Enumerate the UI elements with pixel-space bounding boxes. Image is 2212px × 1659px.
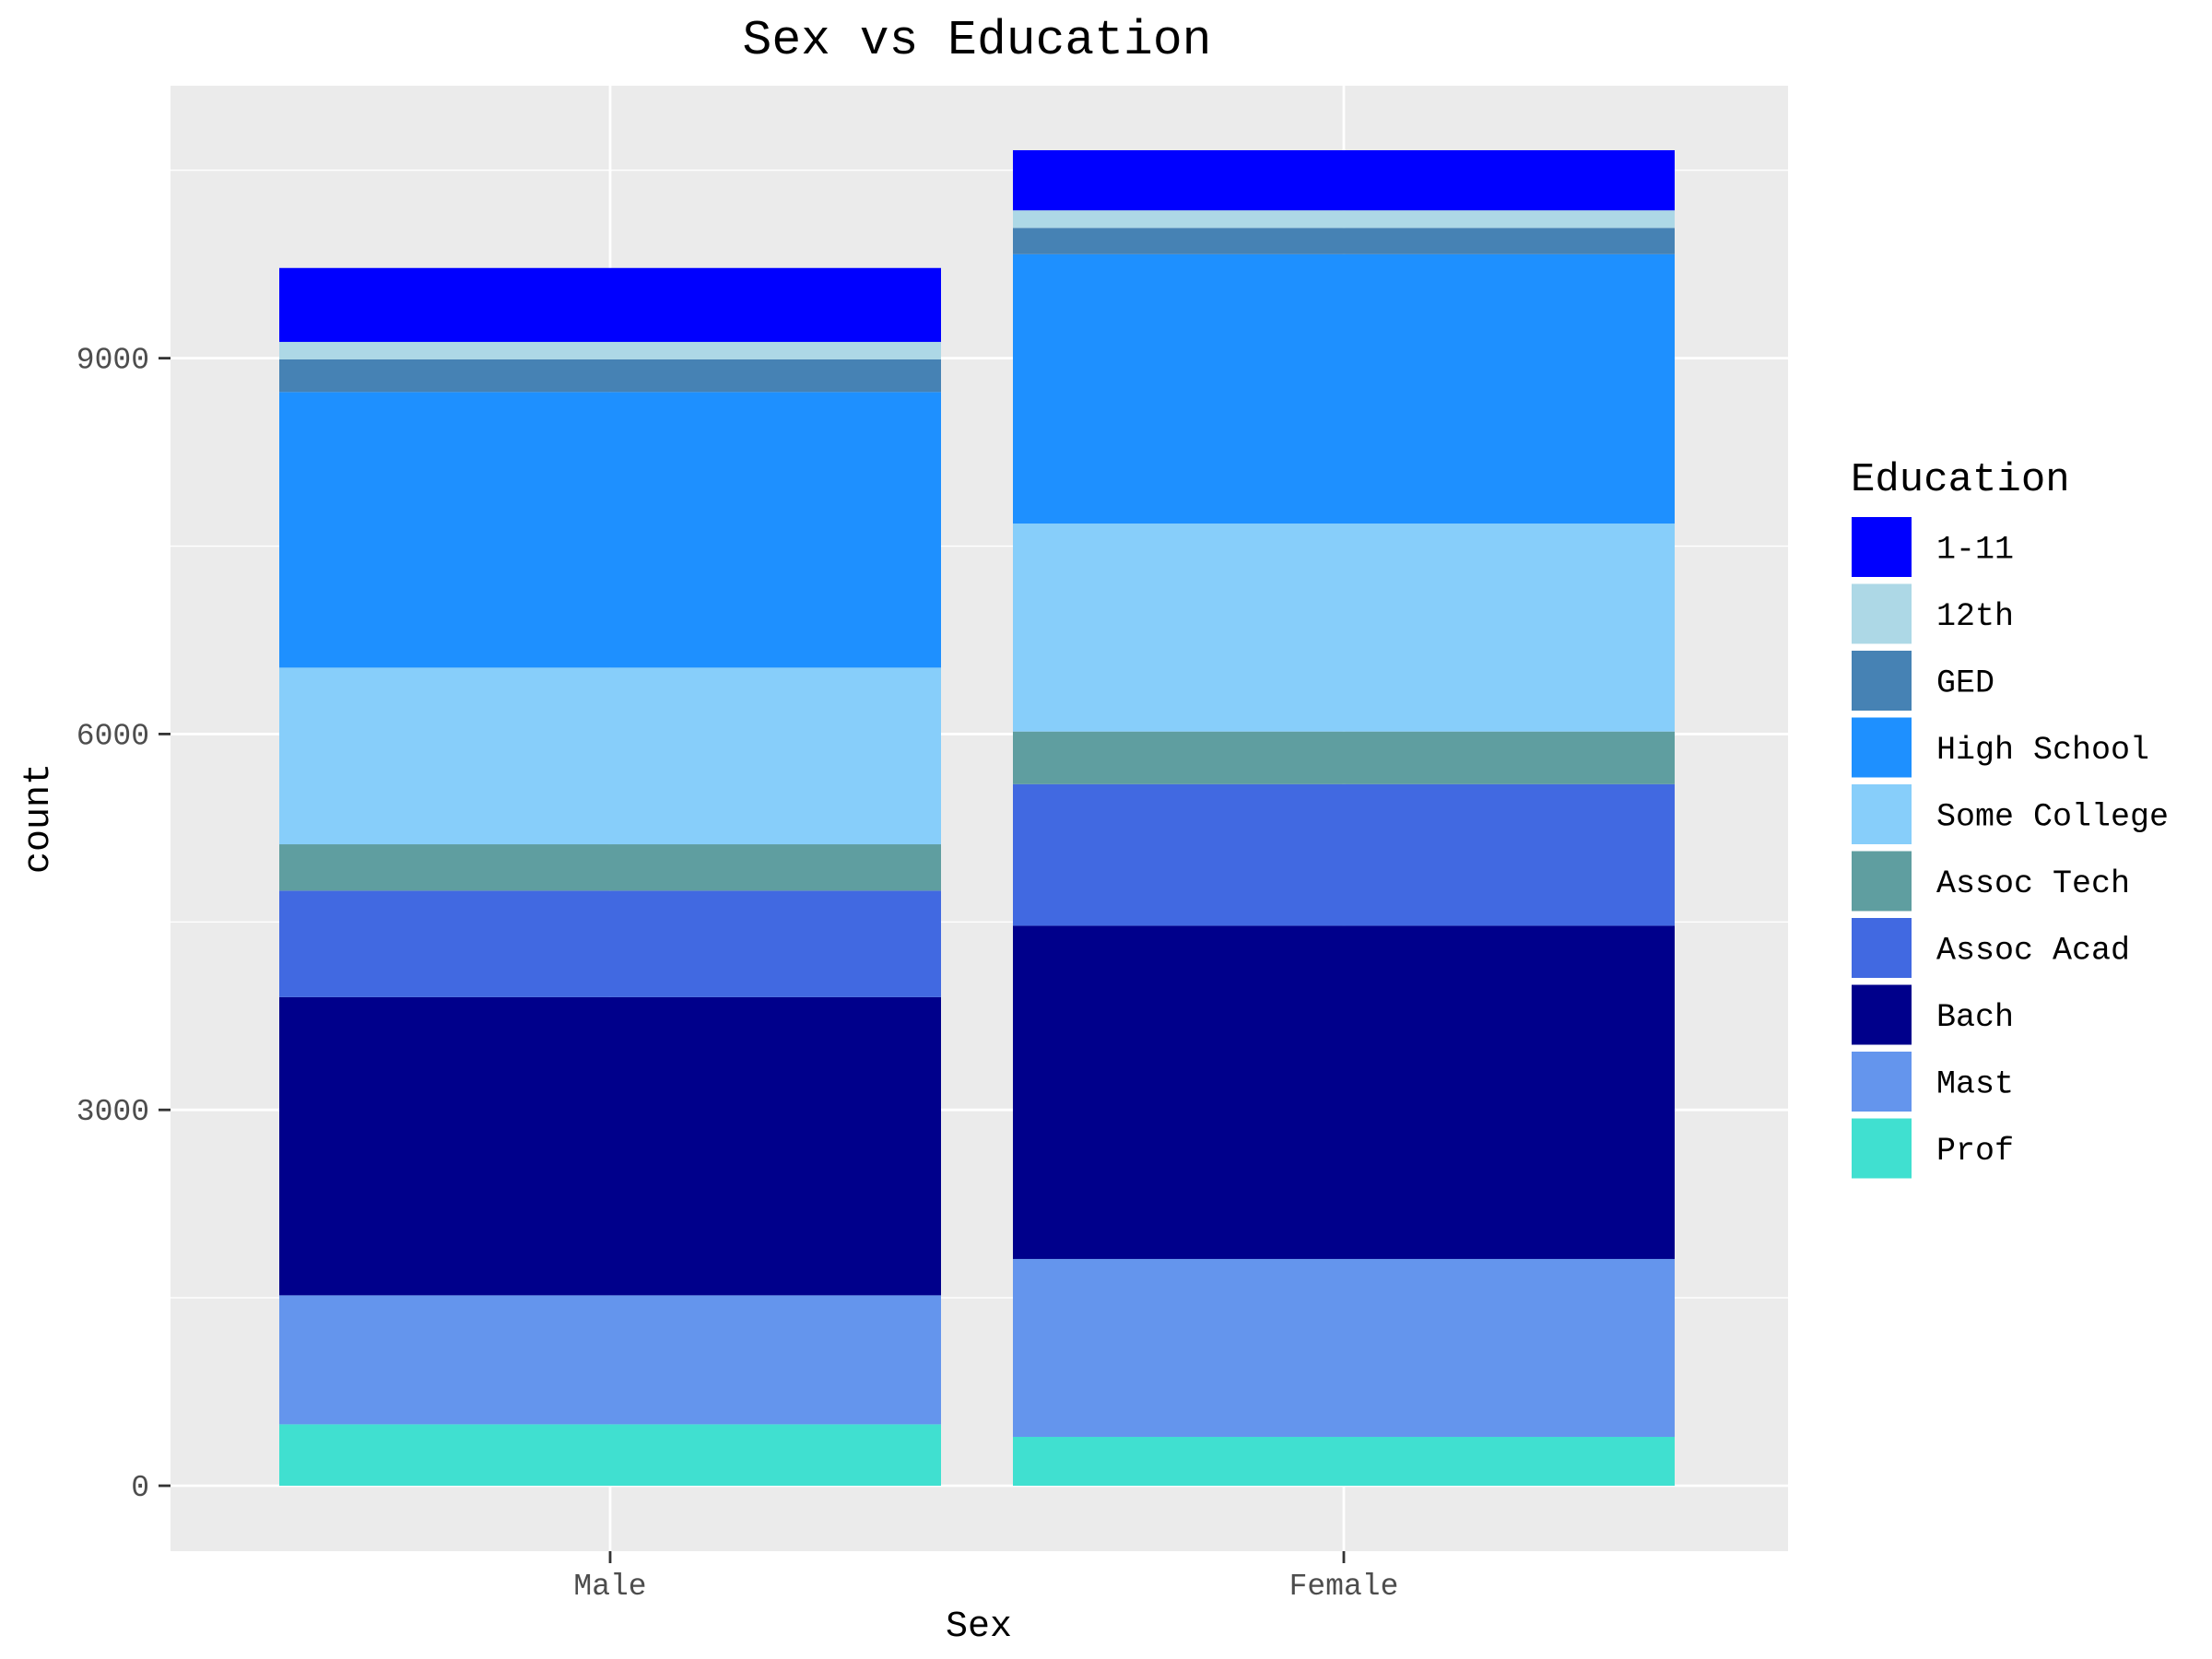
legend-key-high-school	[1851, 717, 1912, 779]
legend-label: Bach	[1936, 999, 2014, 1036]
bar-male-ged	[279, 359, 941, 392]
legend-label: Assoc Tech	[1936, 865, 2130, 902]
bar-female-assoc-tech	[1013, 732, 1675, 784]
legend-key-bach	[1851, 984, 1912, 1046]
legend-title: Education	[1851, 457, 2070, 503]
bar-female-high-school	[1013, 254, 1675, 524]
x-axis-title: Sex	[946, 1606, 1012, 1648]
bar-female-1-11	[1013, 150, 1675, 210]
bar-male-high-school	[279, 392, 941, 667]
bar-male-bach	[279, 997, 941, 1296]
y-tick-label: 0	[131, 1471, 149, 1505]
legend-label: Mast	[1936, 1066, 2014, 1103]
bar-female-bach	[1013, 925, 1675, 1259]
bar-male-prof	[279, 1424, 941, 1486]
legend-key-prof	[1851, 1118, 1912, 1180]
bar-female-prof	[1013, 1437, 1675, 1486]
bar-male-assoc-tech	[279, 844, 941, 890]
bar-female-12th	[1013, 210, 1675, 228]
x-tick-label-female: Female	[1289, 1570, 1399, 1604]
legend-label: 12th	[1936, 598, 2014, 635]
bar-male-1-11	[279, 268, 941, 342]
bar-male-12th	[279, 342, 941, 359]
bar-male-mast	[279, 1295, 941, 1424]
bar-female-mast	[1013, 1259, 1675, 1437]
bar-female-some-college	[1013, 524, 1675, 732]
legend-key-ged	[1851, 650, 1912, 712]
legend-key-mast	[1851, 1051, 1912, 1112]
y-tick-label: 9000	[76, 344, 149, 378]
legend-key-assoc-tech	[1851, 851, 1912, 912]
legend-label: 1-11	[1936, 532, 2014, 569]
x-tick-label-male: Male	[573, 1570, 646, 1604]
chart-title: Sex vs Education	[743, 13, 1212, 68]
y-axis-title: count	[18, 763, 60, 874]
legend-label: Assoc Acad	[1936, 933, 2130, 970]
legend-key-1-11	[1851, 516, 1912, 578]
bar-male-assoc-acad	[279, 890, 941, 997]
bar-female-ged	[1013, 228, 1675, 254]
legend-label: Some College	[1936, 799, 2169, 836]
legend-label: High School	[1936, 732, 2149, 769]
y-tick-label: 3000	[76, 1095, 149, 1129]
legend-key-assoc-acad	[1851, 917, 1912, 979]
legend-key-12th	[1851, 583, 1912, 645]
legend-label: GED	[1936, 665, 1994, 702]
bar-male-some-college	[279, 667, 941, 844]
legend-key-some-college	[1851, 783, 1912, 845]
legend-label: Prof	[1936, 1133, 2014, 1170]
legend: Education 1-11 12th GED High School Some Col…	[1851, 457, 2169, 1180]
y-tick-label: 6000	[76, 719, 149, 753]
bar-female-assoc-acad	[1013, 784, 1675, 926]
